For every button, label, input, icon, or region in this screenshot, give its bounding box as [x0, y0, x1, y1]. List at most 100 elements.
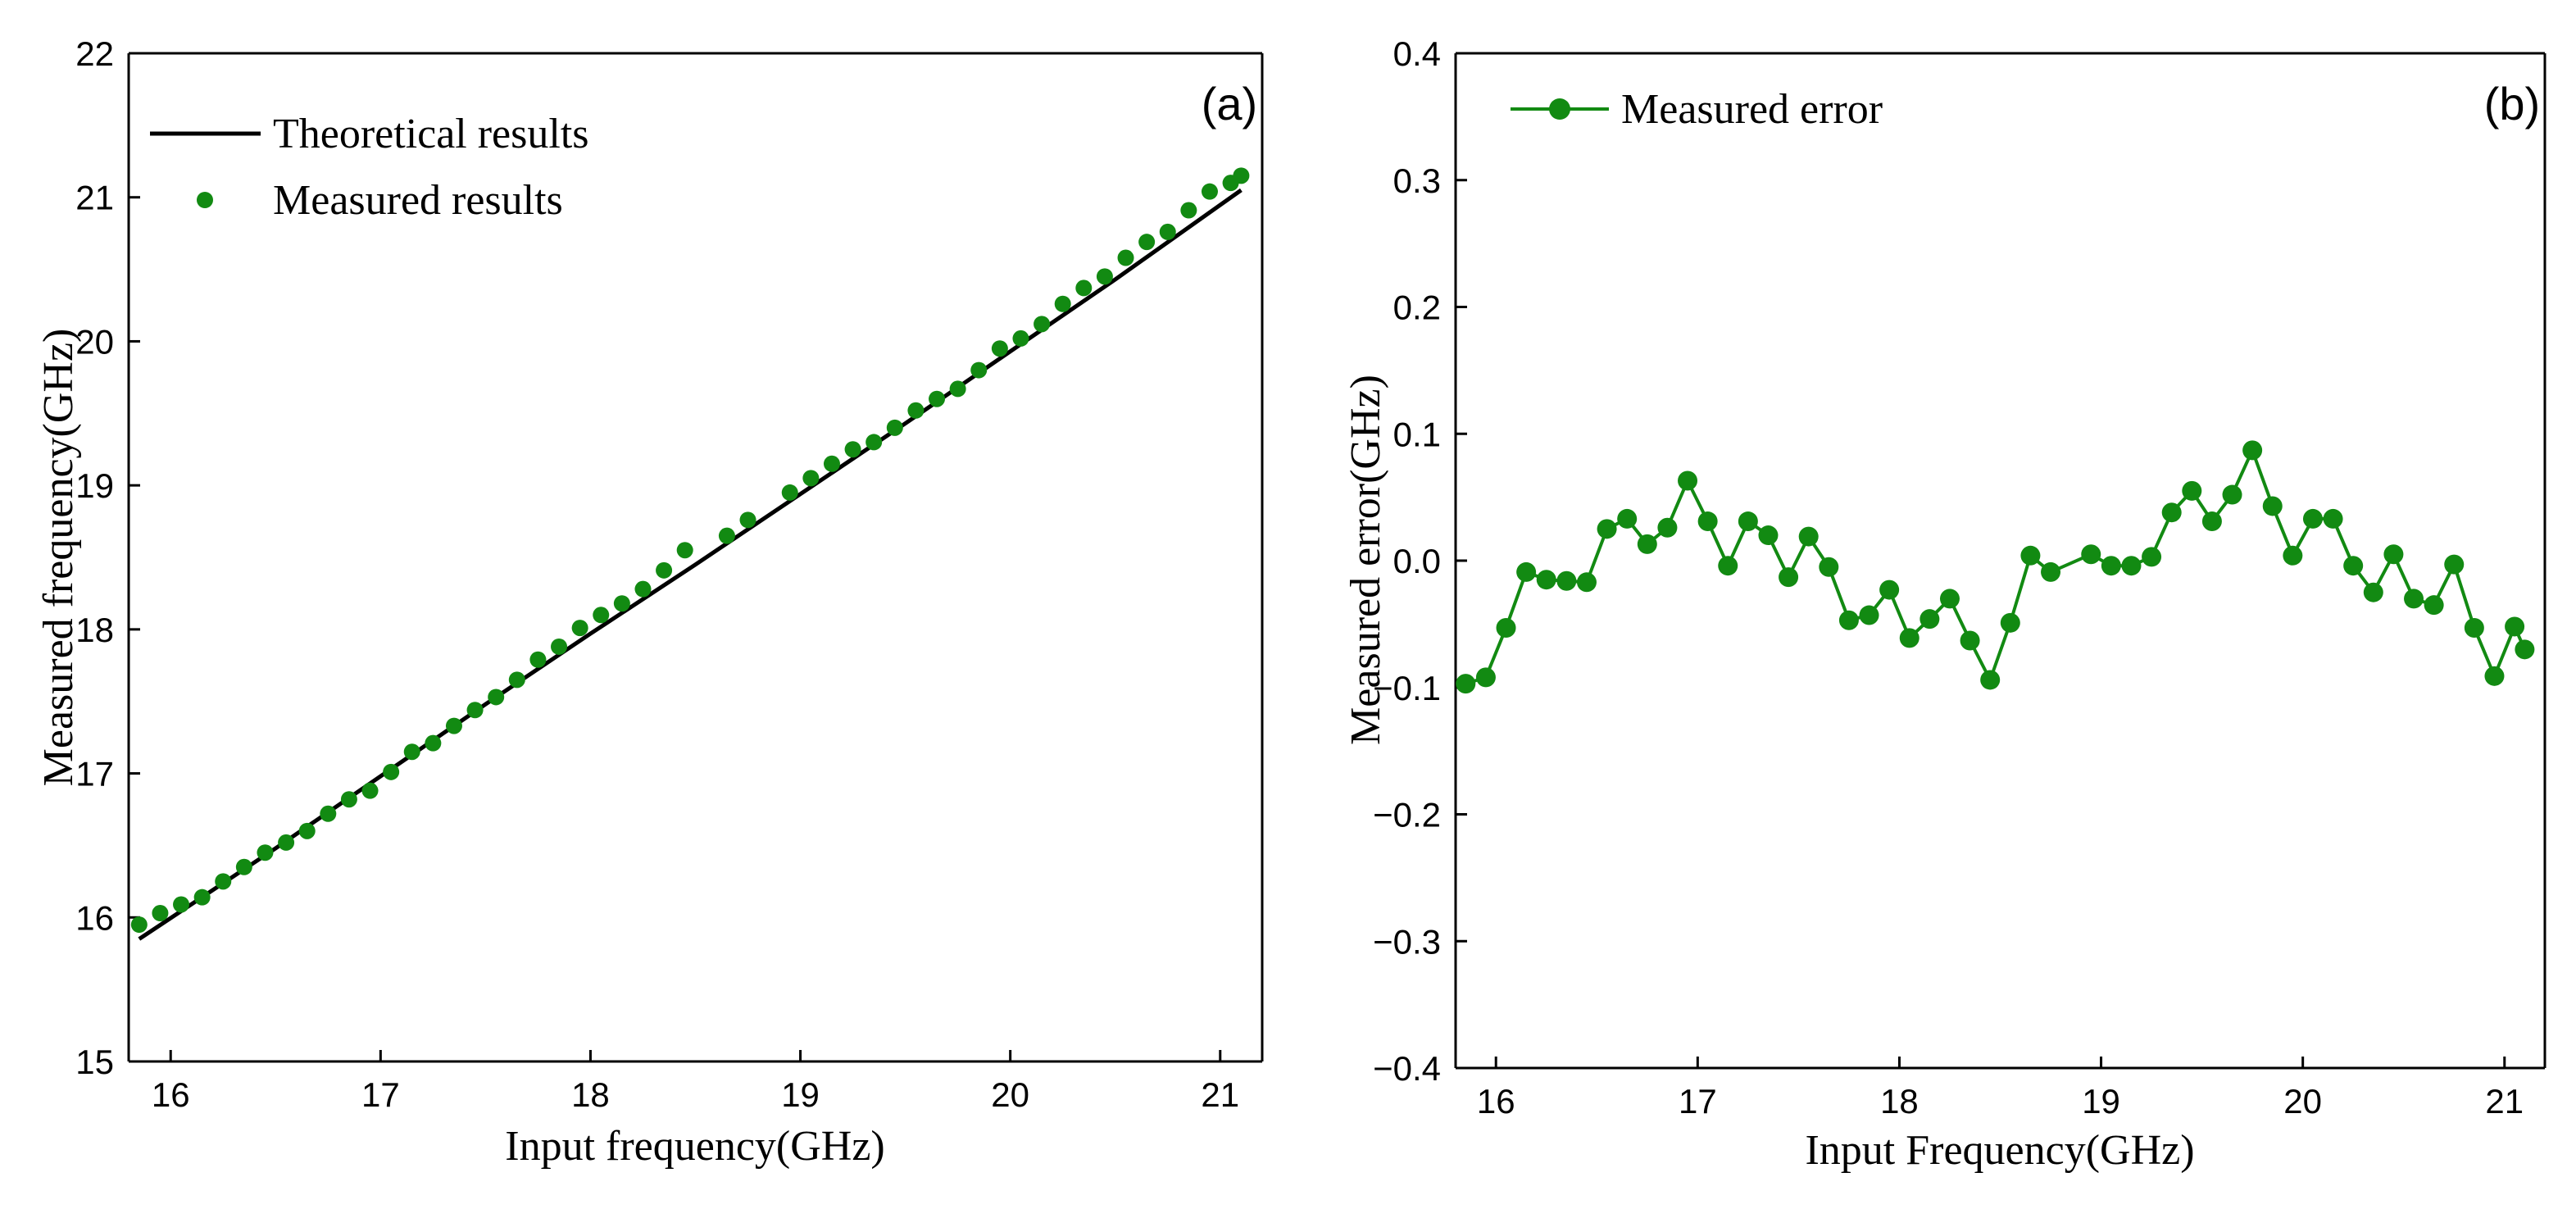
measured-result-point — [1012, 330, 1029, 347]
y-tick-label: 17 — [75, 755, 114, 793]
measured-error-point — [2343, 556, 2364, 576]
measured-result-point — [613, 595, 630, 612]
panel-a-plot-area — [130, 167, 1250, 941]
measured-error-point — [2515, 639, 2535, 660]
measured-error-point — [2363, 582, 2383, 602]
measured-error-point — [1597, 519, 1617, 539]
x-tick-label: 16 — [1477, 1082, 1515, 1120]
measured-result-point — [991, 340, 1008, 357]
x-tick-label: 17 — [1679, 1082, 1717, 1120]
measured-result-point — [152, 905, 169, 922]
measured-result-point — [488, 689, 505, 706]
measured-error-line — [1465, 446, 2527, 686]
legend-measured-marker-swatch — [197, 192, 213, 208]
measured-result-point — [1138, 234, 1156, 251]
x-tick-label: 16 — [152, 1075, 190, 1114]
measured-error-point — [2444, 554, 2465, 575]
y-tick-label: 18 — [75, 611, 114, 649]
measured-result-point — [551, 638, 568, 655]
measured-result-point — [361, 782, 379, 799]
measured-error-point — [2121, 556, 2142, 576]
measured-result-point — [130, 916, 148, 934]
measured-result-point — [383, 763, 400, 780]
measured-error-point — [1496, 618, 1516, 639]
measured-error-point — [1779, 567, 1799, 588]
measured-result-point — [718, 527, 735, 544]
measured-result-point — [571, 620, 588, 637]
y-tick-label: 0.1 — [1393, 415, 1441, 453]
x-tick-label: 18 — [571, 1075, 610, 1114]
measured-result-point — [844, 441, 861, 458]
measured-result-point — [970, 361, 988, 379]
panel-b-y-ticks: −0.4 −0.3 −0.2 −0.1 0.0 0.1 0.2 0.3 0.4 — [1373, 34, 1467, 1088]
x-tick-label: 21 — [1201, 1075, 1239, 1114]
panel-a-x-ticks: 16 17 18 19 20 21 — [152, 1050, 1239, 1114]
measured-result-point — [403, 743, 420, 761]
measured-error-point — [2081, 544, 2101, 565]
measured-result-point — [865, 434, 883, 451]
measured-result-point — [193, 889, 211, 906]
x-tick-label: 17 — [361, 1075, 400, 1114]
measured-result-point — [907, 402, 925, 419]
measured-result-point — [445, 717, 462, 734]
measured-error-point — [1819, 557, 1839, 577]
measured-result-point — [215, 873, 232, 890]
panel-b-y-axis-label: Measured error(GHz) — [1343, 375, 1389, 745]
y-tick-label: 22 — [75, 34, 114, 73]
panel-b-label: (b) — [2484, 78, 2540, 130]
measured-result-point — [425, 734, 442, 752]
measured-error-point — [2201, 511, 2222, 532]
measured-error-point — [1697, 511, 1718, 532]
measured-error-point — [2041, 561, 2061, 582]
y-tick-label: 15 — [75, 1043, 114, 1081]
x-tick-label: 19 — [781, 1075, 820, 1114]
measured-error-point — [1939, 589, 1960, 609]
measured-error-point — [2000, 612, 2020, 633]
y-tick-label: 0.2 — [1393, 289, 1441, 327]
panel-b-axes-frame — [1454, 52, 2546, 1070]
measured-result-point — [508, 671, 525, 689]
measured-result-point — [298, 822, 316, 839]
measured-result-point — [320, 805, 337, 822]
panel-b-x-ticks: 16 17 18 19 20 21 — [1477, 1057, 2524, 1120]
measured-error-point — [1899, 628, 1920, 648]
panel-a-axes-frame — [127, 52, 1264, 1063]
measured-error-point — [1475, 667, 1496, 688]
legend-error-label: Measured error — [1621, 86, 1883, 133]
measured-result-point — [1117, 249, 1134, 266]
measured-result-point — [257, 844, 274, 861]
legend-error-marker-swatch — [1549, 98, 1570, 120]
measured-error-point — [2424, 595, 2444, 616]
measured-result-point — [1233, 167, 1250, 184]
y-tick-label: 0.4 — [1393, 34, 1441, 73]
measured-error-point — [2242, 440, 2263, 461]
measured-error-point — [1617, 508, 1638, 529]
y-tick-label: 19 — [75, 466, 114, 505]
measured-result-point — [278, 834, 295, 851]
measured-result-point — [1180, 202, 1197, 219]
measured-result-point — [529, 651, 547, 668]
measured-error-point — [2302, 508, 2323, 529]
measured-error-point — [1718, 556, 1738, 576]
panel-a: 15 16 17 18 19 20 21 22 16 17 18 19 20 21 (a) Theore… — [35, 34, 1264, 1170]
measured-result-point — [634, 580, 652, 598]
measured-error-point — [1838, 610, 1859, 630]
measured-error-point — [2464, 618, 2484, 639]
panel-a-x-axis-label: Input frequency(GHz) — [505, 1123, 884, 1170]
x-tick-label: 18 — [1880, 1082, 1919, 1120]
measured-error-point — [1678, 470, 1698, 491]
measured-error-point — [1859, 605, 1879, 625]
measured-result-point — [1054, 295, 1071, 312]
measured-result-point — [656, 561, 673, 579]
measured-error-point — [2404, 589, 2424, 609]
measured-error-point — [1920, 609, 1940, 629]
measured-result-point — [173, 896, 190, 913]
measured-error-point — [2101, 556, 2121, 576]
y-tick-label: 0.3 — [1393, 161, 1441, 200]
measured-error-point — [2020, 545, 2041, 566]
measured-result-point — [1034, 316, 1051, 333]
measured-error-point — [2323, 508, 2343, 529]
y-tick-label: 21 — [75, 179, 114, 217]
y-tick-label: 20 — [75, 322, 114, 361]
